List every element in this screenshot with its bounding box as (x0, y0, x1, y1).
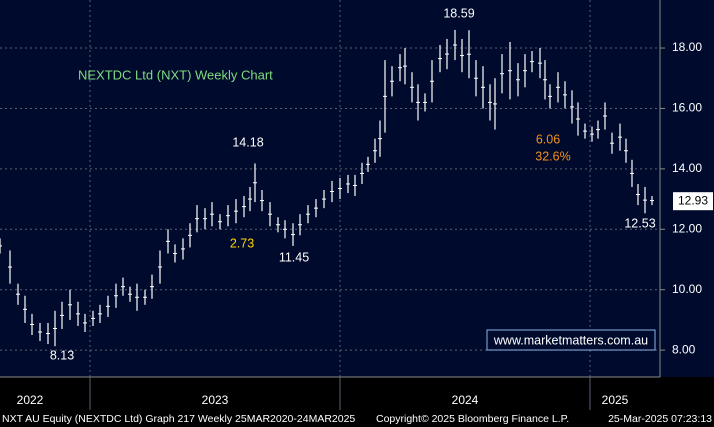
y-tick-label: 16.00 (672, 101, 702, 115)
annotation: 18.59 (443, 6, 474, 20)
last-price-box (673, 192, 713, 211)
y-tick-label: 8.00 (672, 342, 696, 356)
annotation: 11.45 (279, 250, 309, 264)
y-tick-label: 10.00 (672, 282, 702, 296)
watermark: www.marketmatters.com.au (493, 333, 648, 347)
last-price-label: 12.93 (678, 193, 708, 207)
x-tick-label: 2023 (202, 393, 229, 407)
x-tick-label: 2025 (602, 393, 629, 407)
annotation: 8.13 (50, 348, 74, 362)
x-tick-label: 2024 (452, 393, 479, 407)
footer-left: NXT AU Equity (NEXTDC Ltd) Graph 217 Wee… (2, 413, 355, 425)
footer-middle: Copyright© 2025 Bloomberg Finance L.P. (376, 413, 569, 425)
annotation: 32.6% (535, 149, 570, 163)
chart-title: NEXTDC Ltd (NXT) Weekly Chart (78, 67, 273, 82)
y-tick-label: 12.00 (672, 221, 702, 235)
x-tick-label: 2022 (17, 393, 44, 407)
watermark-box (486, 329, 656, 351)
y-tick-label: 18.00 (672, 40, 702, 54)
x-axis-strip (0, 377, 714, 410)
footer-right: 25-Mar-2025 07:23:13 (608, 413, 712, 425)
annotation: 6.06 (536, 132, 560, 146)
plot-background (0, 0, 714, 377)
annotation: 14.18 (232, 135, 263, 149)
annotation: 2.73 (230, 236, 254, 250)
y-tick-label: 14.00 (672, 161, 702, 175)
annotation: 12.53 (624, 216, 655, 230)
